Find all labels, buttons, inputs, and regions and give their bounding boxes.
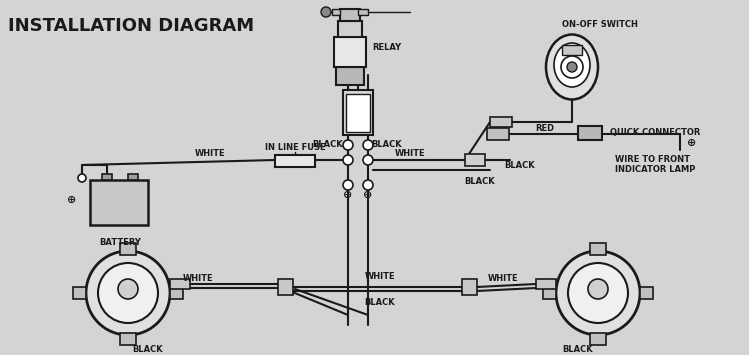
Bar [640, 287, 653, 299]
Text: RED: RED [536, 124, 554, 133]
Bar [336, 67, 364, 85]
Circle shape [556, 251, 640, 335]
Ellipse shape [546, 34, 598, 99]
Text: BLACK: BLACK [505, 161, 536, 170]
Bar [578, 126, 602, 140]
Bar [465, 154, 485, 166]
Circle shape [363, 180, 373, 190]
Circle shape [588, 279, 608, 299]
Text: WHITE: WHITE [195, 149, 225, 158]
Bar [562, 45, 582, 55]
Bar [462, 279, 477, 295]
Bar [73, 287, 86, 299]
Text: WHITE: WHITE [488, 274, 518, 283]
Bar [120, 333, 136, 345]
Circle shape [343, 155, 353, 165]
Text: IN LINE FUSE: IN LINE FUSE [264, 143, 325, 152]
Bar [170, 279, 190, 289]
Bar [487, 128, 509, 140]
Circle shape [568, 263, 628, 323]
Circle shape [321, 7, 331, 17]
Circle shape [78, 174, 86, 182]
Text: ⊕: ⊕ [688, 138, 697, 148]
Circle shape [561, 56, 583, 78]
Bar [275, 155, 315, 167]
Text: WHITE: WHITE [183, 274, 213, 283]
Circle shape [98, 263, 158, 323]
Text: INSTALLATION DIAGRAM: INSTALLATION DIAGRAM [8, 17, 254, 35]
Text: ⊖: ⊖ [343, 190, 353, 200]
Bar [334, 37, 366, 67]
Text: BATTERY: BATTERY [99, 238, 141, 247]
Bar [590, 333, 606, 345]
Text: ⊖: ⊖ [363, 190, 373, 200]
Text: WHITE: WHITE [395, 149, 425, 158]
Circle shape [363, 140, 373, 150]
Bar [120, 243, 136, 255]
Bar [536, 279, 556, 289]
Bar [358, 9, 368, 15]
Bar [128, 174, 138, 180]
Text: BLACK: BLACK [562, 345, 593, 354]
Text: WHITE: WHITE [365, 272, 395, 281]
Circle shape [567, 62, 577, 72]
Bar [102, 174, 112, 180]
Ellipse shape [554, 43, 590, 87]
Circle shape [343, 140, 353, 150]
Circle shape [363, 155, 373, 165]
Bar [278, 279, 293, 295]
Text: ON-OFF SWITCH: ON-OFF SWITCH [562, 20, 638, 29]
Bar [170, 287, 183, 299]
Bar [590, 243, 606, 255]
Text: BLACK: BLACK [365, 298, 395, 307]
Bar [343, 90, 373, 135]
Bar [490, 117, 512, 127]
Text: BLACK: BLACK [371, 140, 401, 149]
Bar [346, 94, 370, 132]
Bar [332, 9, 340, 15]
Text: BLACK: BLACK [464, 177, 495, 186]
Text: QUICK CONNECTOR: QUICK CONNECTOR [610, 129, 700, 137]
Text: ⊕: ⊕ [67, 195, 76, 205]
Bar [340, 9, 360, 21]
Text: WIRE TO FRONT
INDICATOR LAMP: WIRE TO FRONT INDICATOR LAMP [615, 155, 695, 174]
Circle shape [343, 180, 353, 190]
Bar [338, 21, 362, 37]
Circle shape [86, 251, 170, 335]
Text: RELAY: RELAY [372, 43, 401, 51]
Circle shape [118, 279, 138, 299]
Text: BLACK: BLACK [312, 140, 343, 149]
Text: BLACK: BLACK [133, 345, 163, 354]
Bar [90, 180, 148, 225]
Bar [543, 287, 556, 299]
